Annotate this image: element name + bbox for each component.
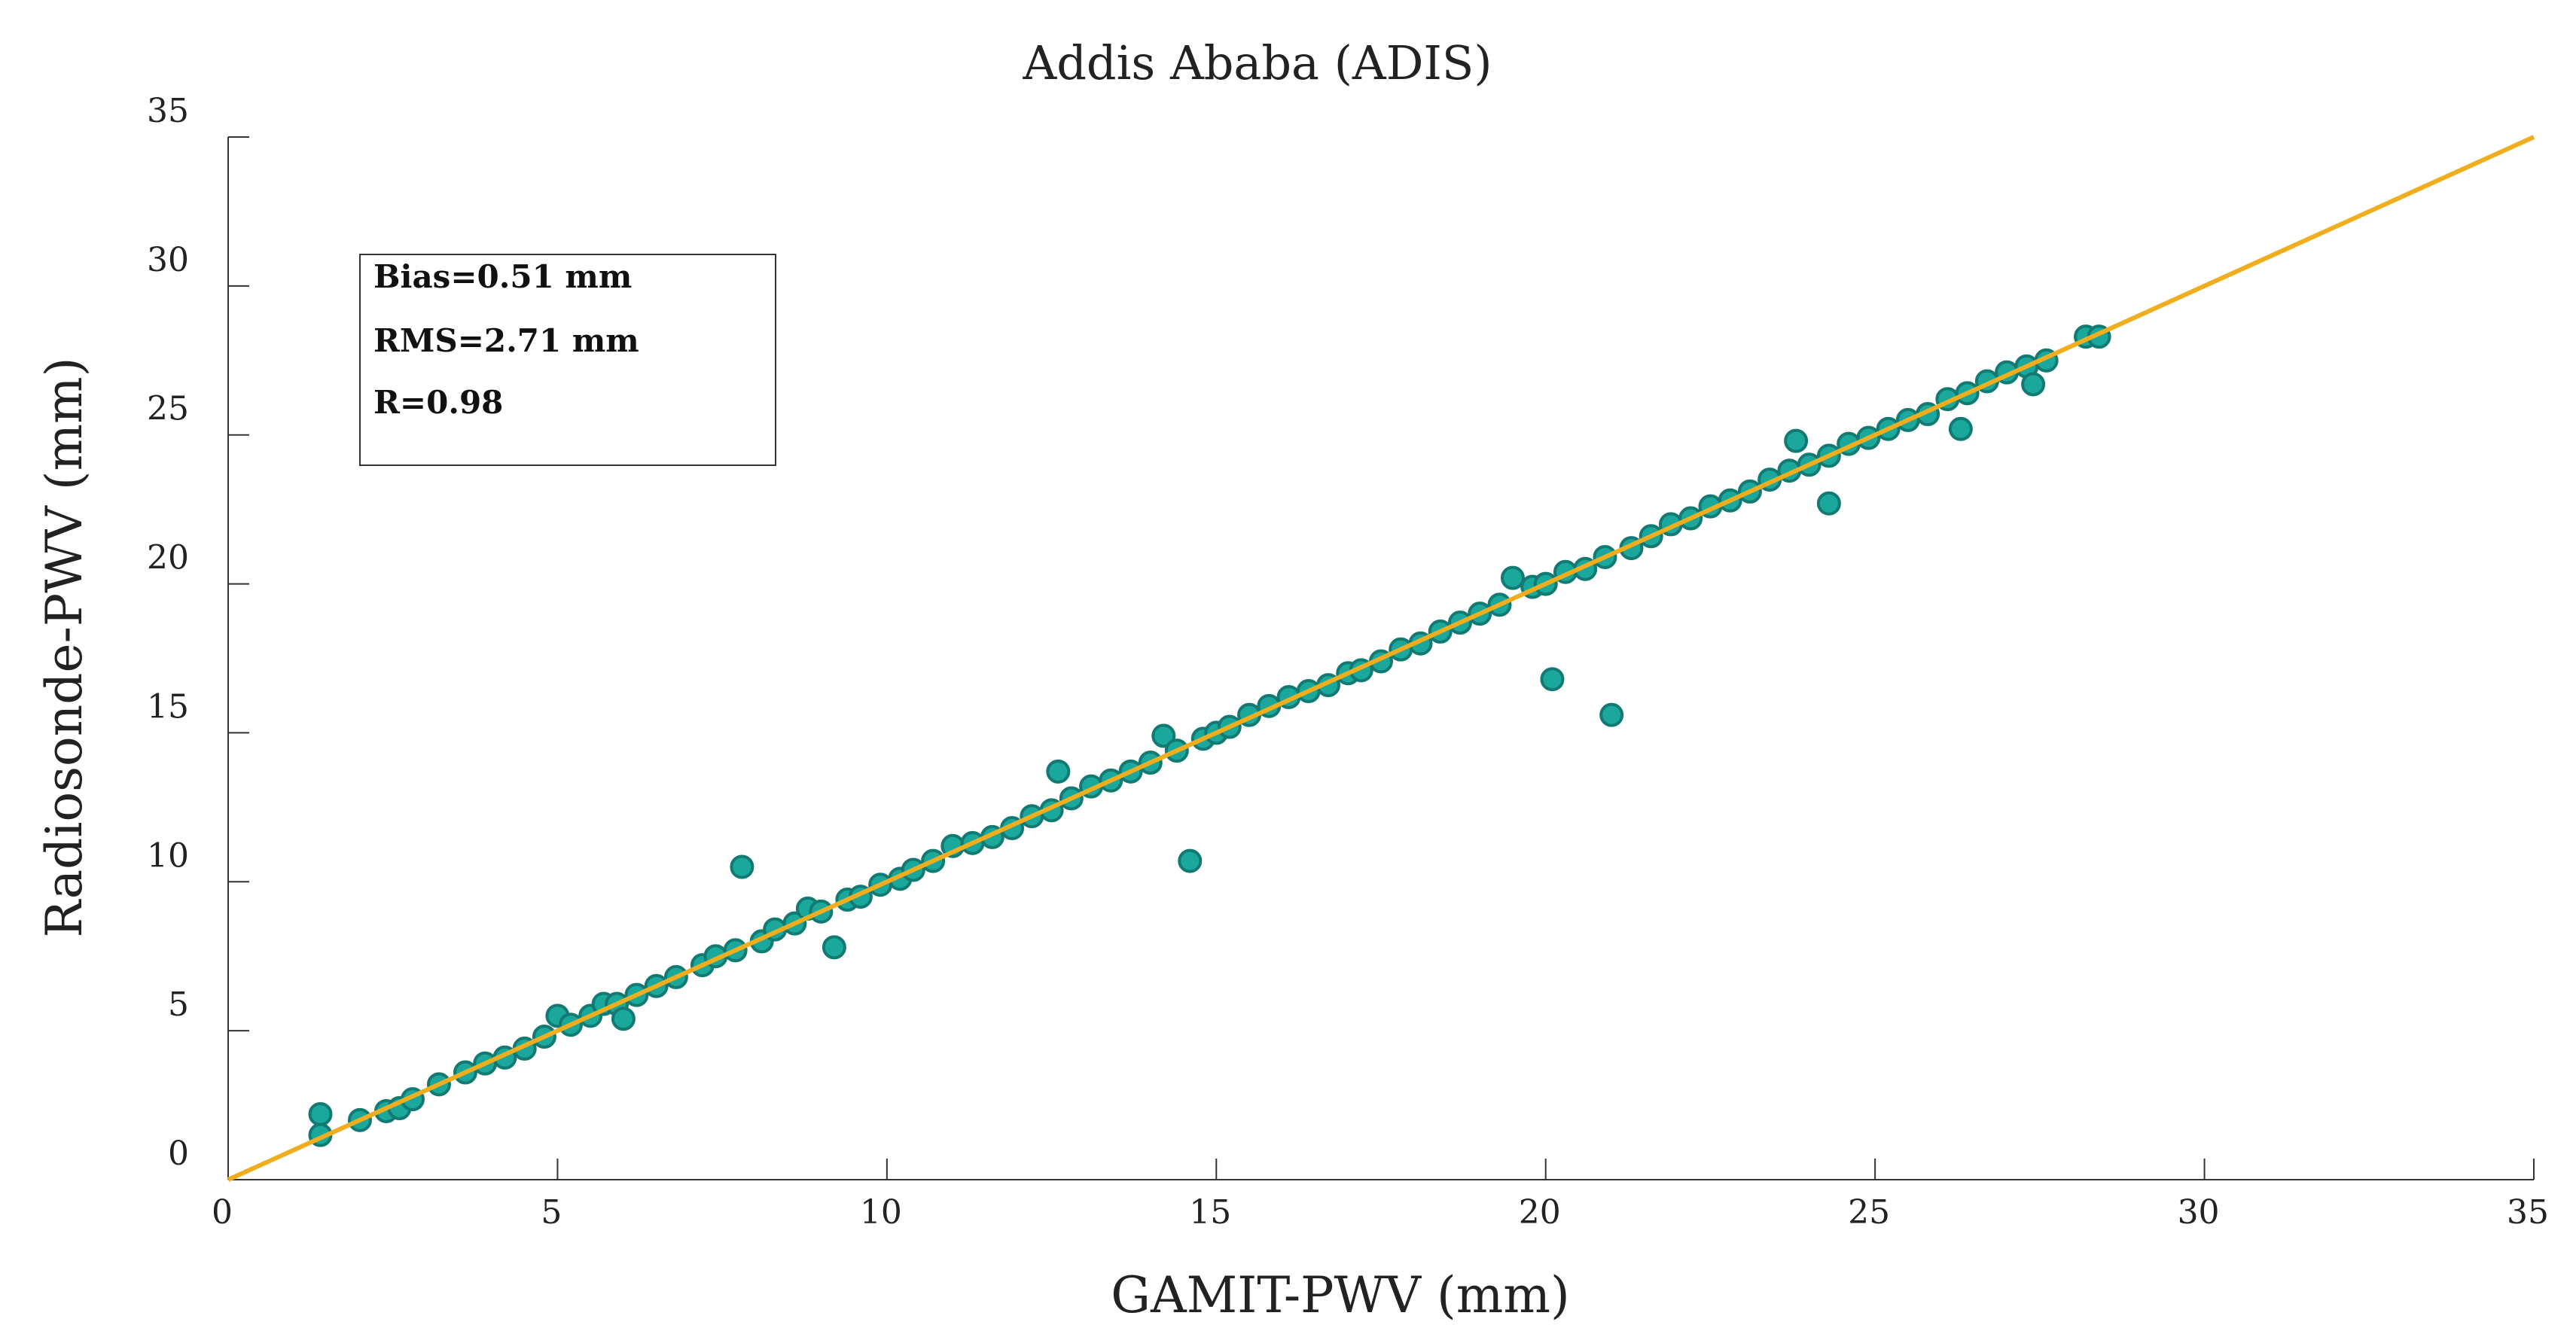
x-axis-title: GAMIT-PWV (mm) (1111, 1266, 1569, 1324)
data-point (1816, 491, 1841, 516)
fit-line (227, 135, 2535, 1182)
chart-title: Addis Ababa (ADIS) (1022, 35, 1492, 90)
x-tick-label: 0 (212, 1193, 233, 1232)
stats-bias: Bias=0.51 mm (373, 258, 632, 295)
y-tick-label: 20 (147, 539, 189, 577)
y-tick-label: 25 (147, 390, 189, 428)
x-tick-label: 35 (2507, 1193, 2549, 1232)
data-point (1151, 723, 1176, 748)
stats-box: Bias=0.51 mm RMS=2.71 mm R=0.98 (359, 254, 776, 466)
x-tick-label: 20 (1519, 1193, 1561, 1232)
data-point (1784, 428, 1809, 453)
data-point (1500, 565, 1525, 590)
data-point (1046, 759, 1071, 784)
data-point (2021, 372, 2046, 397)
x-tick-label: 5 (541, 1193, 562, 1232)
x-axis: 0 5 10 15 20 25 30 35 (212, 1159, 2549, 1232)
data-point (730, 854, 755, 879)
y-tick-label: 15 (147, 687, 189, 726)
data-point (822, 935, 846, 960)
data-point (308, 1101, 333, 1126)
y-axis: 0 5 10 15 20 25 30 35 (147, 92, 249, 1180)
data-point (1948, 416, 1973, 441)
data-point (1599, 702, 1624, 727)
y-tick-label: 0 (168, 1135, 189, 1173)
data-point (611, 1007, 636, 1031)
stats-r: R=0.98 (373, 384, 503, 421)
y-tick-label: 30 (147, 241, 189, 279)
y-tick-label: 10 (147, 836, 189, 875)
x-tick-label: 15 (1189, 1193, 1231, 1232)
stats-rms: RMS=2.71 mm (373, 322, 639, 359)
data-point (1178, 848, 1203, 873)
y-tick-label: 35 (147, 92, 189, 130)
x-tick-label: 10 (860, 1193, 902, 1232)
stats-box-frame (359, 254, 776, 466)
x-tick-label: 25 (1848, 1193, 1890, 1232)
y-tick-label: 5 (168, 985, 189, 1024)
x-tick-label: 30 (2178, 1193, 2220, 1232)
data-point (1540, 667, 1565, 692)
y-axis-title: Radiosonde-PWV (mm) (35, 358, 93, 938)
